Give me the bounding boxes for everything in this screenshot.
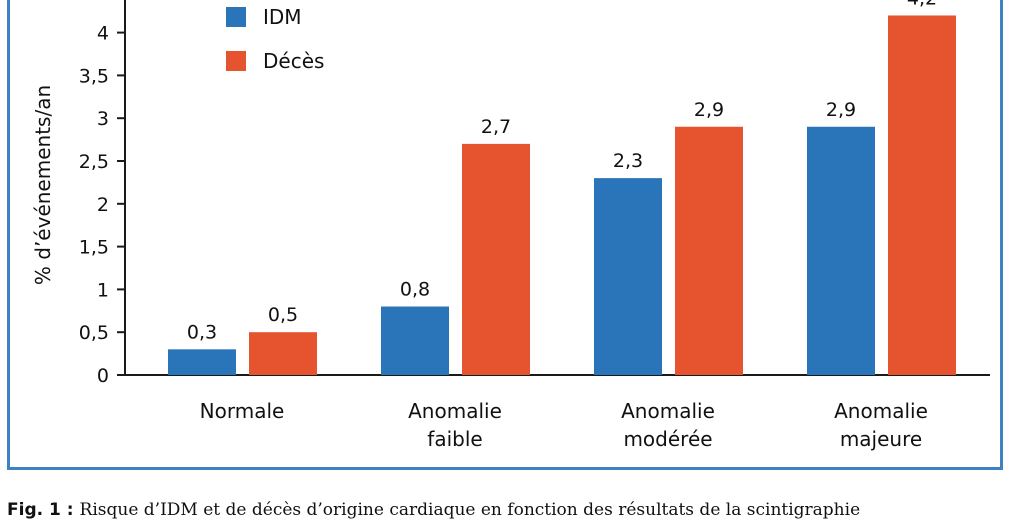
bars: 0,3 0,5 0,8 2,7 2,3 2,9 2,9 4,2 (168, 0, 956, 375)
y-tick-label: 3 (97, 108, 109, 130)
legend-swatch (226, 7, 246, 27)
category-label: Anomalie (834, 399, 928, 423)
category-label: modérée (623, 427, 712, 451)
y-axis: 0 0,5 1 1,5 2 2,5 3 3,5 4 (79, 0, 126, 387)
y-tick-label: 1 (97, 279, 109, 301)
bar-deces (462, 143, 530, 375)
data-label: 2,3 (613, 150, 643, 172)
y-tick-label: 0 (97, 365, 109, 387)
bar-deces (888, 15, 956, 375)
category-label: Normale (200, 399, 285, 423)
category-label: faible (427, 427, 482, 451)
bar-chart: 0 0,5 1 1,5 2 2,5 3 3,5 4 Normale Anomalie faible A… (31, 0, 990, 451)
data-label: 0,8 (400, 279, 430, 301)
bar-idm (381, 306, 449, 375)
bar-deces (249, 332, 317, 375)
category-label: Anomalie (621, 399, 715, 423)
bar-idm (594, 178, 662, 375)
legend: IDM Décès (226, 5, 324, 73)
figure-caption: Fig. 1 : Risque d’IDM et de décès d’origi… (7, 500, 1007, 520)
y-tick-label: 0,5 (79, 322, 109, 344)
y-tick-label: 1,5 (79, 237, 109, 259)
bar-deces (675, 126, 743, 375)
y-tick-label: 2,5 (79, 151, 109, 173)
figure-frame (7, 0, 1003, 470)
data-label: 2,7 (481, 116, 511, 138)
y-tick-label: 3,5 (79, 65, 109, 87)
legend-swatch (226, 51, 246, 71)
bar-idm (168, 349, 236, 375)
data-label: 0,3 (187, 321, 217, 343)
data-label: 2,9 (694, 99, 724, 121)
y-axis-title: % d’événements/an (31, 85, 55, 285)
caption-label: Fig. 1 : (7, 500, 74, 520)
bar-idm (807, 126, 875, 375)
category-label: Anomalie (408, 399, 502, 423)
legend-label: IDM (263, 5, 302, 29)
data-label: 0,5 (268, 304, 298, 326)
legend-label: Décès (263, 49, 324, 73)
y-tick-label: 4 (97, 23, 109, 45)
category-label: majeure (840, 427, 922, 451)
y-tick-label: 2 (97, 194, 109, 216)
data-label: 4,2 (907, 0, 937, 9)
data-label: 2,9 (826, 99, 856, 121)
x-axis: Normale Anomalie faible Anomalie modérée Anom… (125, 374, 990, 451)
caption-text: Risque d’IDM et de décès d’origine cardi… (79, 500, 861, 520)
